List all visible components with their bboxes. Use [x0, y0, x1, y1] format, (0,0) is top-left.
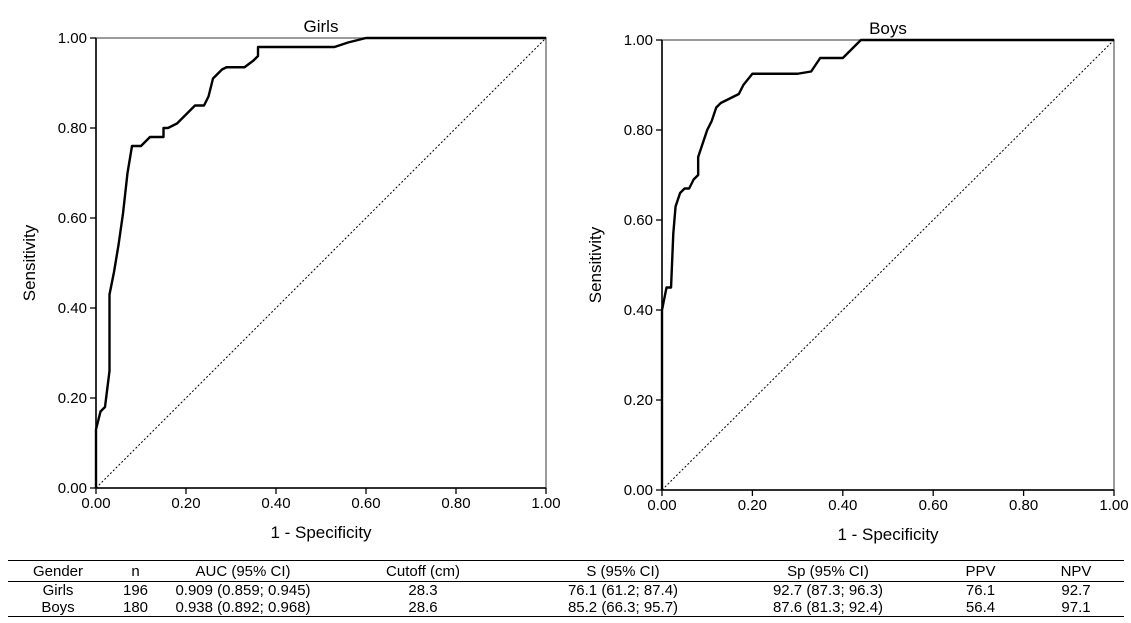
header-gender: Gender [8, 560, 108, 582]
x-tick-label: 0.00 [81, 495, 110, 512]
y-tick-label: 1.00 [624, 32, 653, 49]
header-cutoff: Cutoff (cm) [323, 560, 523, 582]
reference-diagonal-line [95, 37, 547, 489]
cell-cutoff: 28.3 [408, 582, 438, 599]
x-tick-label: 0.60 [919, 497, 948, 514]
x-tick-label: 0.80 [1009, 497, 1038, 514]
x-tick-label: 0.40 [828, 497, 857, 514]
y-axis-title: Sensitivity [586, 226, 605, 303]
y-axis-title: Sensitivity [20, 224, 39, 301]
table-row: Boys 180 0.938 (0.892; 0.968) 28.6 85.2 … [8, 599, 1124, 617]
x-tick-label: 0.40 [261, 495, 290, 512]
x-axis-title: 1 - Specificity [270, 523, 372, 542]
cell-n: 180 [108, 599, 163, 617]
cell-specificity: 92.7 (87.3; 96.3) [772, 582, 884, 599]
y-tick-label: 0.00 [624, 482, 653, 499]
header-sensitivity: S (95% CI) [523, 560, 723, 582]
table-row: Girls 196 0.909 (0.859; 0.945) 28.3 76.1… [8, 582, 1124, 600]
roc-charts: 0.00 0.20 0.40 0.60 0.80 1.00 0.00 0.20 0.40 0.60… [20, 17, 1129, 544]
y-tick-label: 0.80 [624, 122, 653, 139]
x-tick-label: 0.20 [738, 497, 767, 514]
y-tick-label: 0.00 [58, 480, 87, 497]
header-ppv: PPV [933, 560, 1028, 582]
cell-specificity: 87.6 (81.3; 92.4) [723, 599, 933, 617]
header-npv: NPV [1028, 560, 1124, 582]
cell-gender: Girls [42, 582, 74, 599]
cell-sensitivity: 85.2 (66.3; 95.7) [523, 599, 723, 617]
cell-ppv: 76.1 [965, 582, 996, 599]
chart-title: Boys [869, 19, 907, 38]
cell-auc: 0.938 (0.892; 0.968) [163, 599, 323, 617]
y-tick-label: 0.20 [624, 392, 653, 409]
y-tick-label: 0.80 [58, 120, 87, 137]
x-tick-label: 0.80 [441, 495, 470, 512]
cell-gender: Boys [8, 599, 108, 617]
x-tick-label: 1.00 [1099, 497, 1128, 514]
header-n: n [108, 560, 163, 582]
roc-curve-line [660, 38, 1114, 490]
reference-diagonal-line [661, 39, 1115, 491]
y-tick-label: 0.60 [58, 210, 87, 227]
cell-n: 196 [122, 582, 149, 599]
cell-sensitivity: 76.1 (61.2; 87.4) [567, 582, 679, 599]
cell-ppv: 56.4 [933, 599, 1028, 617]
table-header-row: Gender n AUC (95% CI) Cutoff (cm) S (95%… [8, 560, 1124, 582]
header-auc: AUC (95% CI) [163, 560, 323, 582]
roc-curve-line [94, 36, 546, 488]
y-tick-label: 0.40 [624, 302, 653, 319]
cell-npv: 97.1 [1028, 599, 1124, 617]
chart-boys: 0.00 0.20 0.40 0.60 0.80 1.00 0.00 0.20 0.40 0.60… [586, 19, 1129, 544]
chart-title: Girls [304, 17, 339, 36]
x-tick-label: 0.20 [171, 495, 200, 512]
y-tick-label: 1.00 [58, 30, 87, 47]
cell-cutoff: 28.6 [323, 599, 523, 617]
header-specificity: Sp (95% CI) [723, 560, 933, 582]
cell-npv: 92.7 [1061, 582, 1091, 599]
x-axis-title: 1 - Specificity [837, 525, 939, 544]
y-tick-label: 0.20 [58, 390, 87, 407]
x-tick-label: 1.00 [531, 495, 560, 512]
x-tick-label: 0.60 [351, 495, 380, 512]
chart-girls: 0.00 0.20 0.40 0.60 0.80 1.00 0.00 0.20 0.40 0.60… [20, 17, 561, 542]
y-tick-label: 0.60 [624, 212, 653, 229]
y-tick-label: 0.40 [58, 300, 87, 317]
cell-auc: 0.909 (0.859; 0.945) [175, 582, 311, 599]
summary-table: Gender n AUC (95% CI) Cutoff (cm) S (95%… [8, 560, 1124, 617]
x-tick-label: 0.00 [647, 497, 676, 514]
